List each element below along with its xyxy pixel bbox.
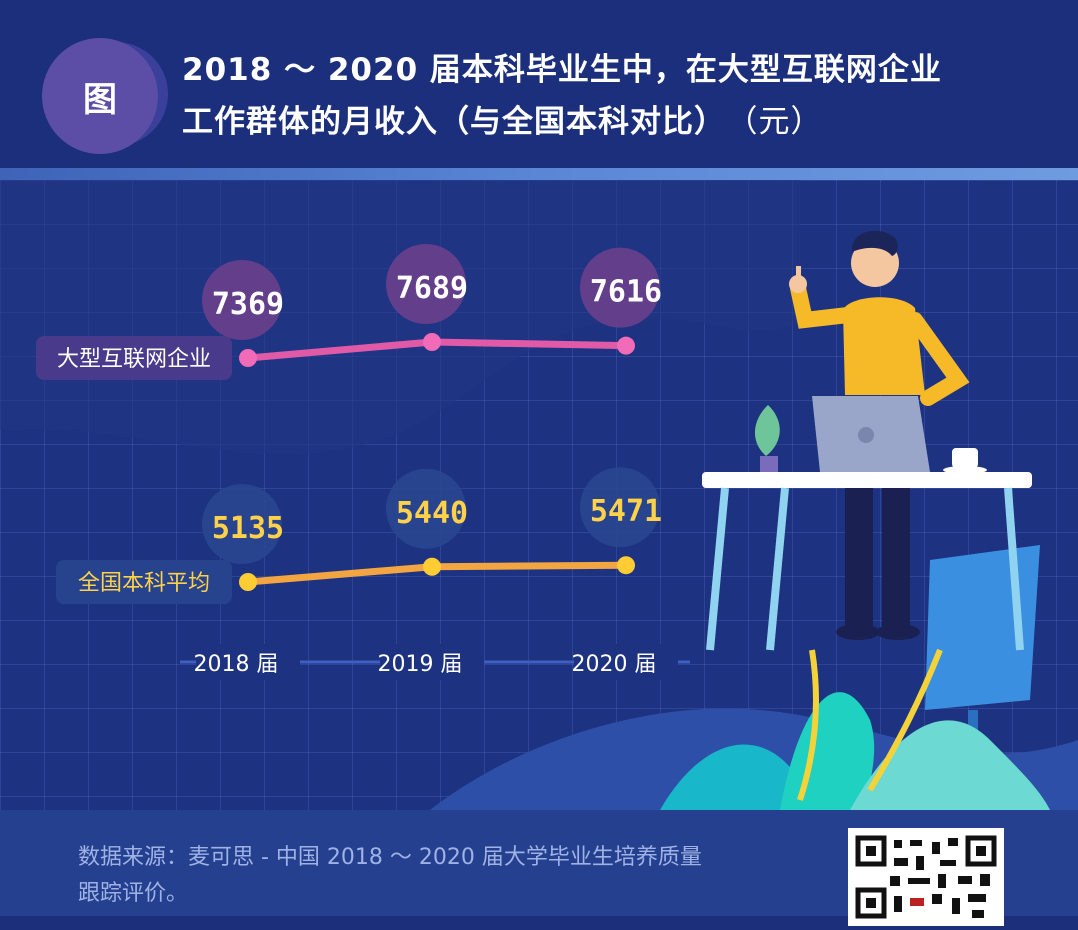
data-label: 5135 (212, 511, 284, 546)
value-bubble (386, 244, 466, 324)
data-label: 5471 (590, 494, 662, 529)
data-point (423, 557, 441, 576)
header: 图 2018 ～ 2020 届本科毕业生中，在大型互联网企业 工作群体的月收入（… (0, 0, 1078, 168)
title-line-1: 2018 ～ 2020 届本科毕业生中，在大型互联网企业 (182, 52, 942, 88)
series-label-box (56, 560, 232, 604)
foreground-plants-illustration (660, 648, 1050, 810)
value-bubble (580, 247, 660, 328)
series-label-box (36, 336, 232, 380)
source-line-2: 跟踪评价。 (78, 881, 189, 906)
x-tick-label-bg (196, 644, 300, 680)
value-bubble (580, 467, 660, 548)
x-tick-label: 2018 届 (194, 652, 279, 677)
data-point (423, 333, 441, 351)
data-label: 7369 (212, 287, 284, 322)
series-label: 大型互联网企业 (57, 347, 211, 372)
background-blob (0, 180, 800, 454)
unit-label: （元） (742, 104, 823, 140)
series-label: 全国本科平均 (78, 571, 210, 596)
badge-label: 图 (83, 79, 117, 120)
data-point (239, 573, 257, 591)
chart-layer: 7369 7689 7616 大型互联网企业 5135 5440 5471 全国本科平均 201… (36, 244, 690, 680)
data-label: 5440 (396, 496, 468, 531)
x-tick-label: 2019 届 (378, 652, 463, 677)
chart-svg: 7369 7689 7616 大型互联网企业 5135 5440 5471 全国本科平均 201… (0, 180, 1078, 810)
data-point (617, 336, 635, 355)
data-point (239, 349, 257, 367)
title-line-2-text: 工作群体的月收入（与全国本科对比） (182, 104, 726, 140)
footer: 数据来源：麦可思 - 中国 2018 ～ 2020 届大学毕业生培养质量 跟踪评… (0, 810, 1078, 926)
data-label: 7689 (396, 271, 468, 306)
x-tick-label-bg (574, 644, 678, 680)
figure-badge: 图 (42, 38, 158, 154)
value-bubble (202, 484, 282, 564)
source-line-1: 数据来源：麦可思 - 中国 2018 ～ 2020 届大学毕业生培养质量 (78, 845, 702, 870)
title-line-2: 工作群体的月收入（与全国本科对比） （元） (182, 96, 1052, 148)
chart-area: 7369 7689 7616 大型互联网企业 5135 5440 5471 全国本科平均 201… (36, 244, 690, 680)
chart-title: 2018 ～ 2020 届本科毕业生中，在大型互联网企业 工作群体的月收入（与全… (182, 44, 1052, 148)
value-bubble (202, 260, 282, 340)
x-tick-label: 2020 届 (572, 652, 657, 677)
data-source-text: 数据来源：麦可思 - 中国 2018 ～ 2020 届大学毕业生培养质量 跟踪评… (78, 840, 838, 912)
header-divider (0, 168, 1078, 180)
chart-panel: 7369 7689 7616 大型互联网企业 5135 5440 5471 全国本科平均 201… (0, 180, 1078, 810)
qr-code-pattern (855, 835, 997, 919)
data-label: 7616 (590, 275, 662, 310)
qr-code-image (848, 828, 1004, 926)
x-tick-label-bg (380, 644, 484, 680)
data-point (617, 556, 635, 575)
value-bubble (386, 468, 466, 549)
